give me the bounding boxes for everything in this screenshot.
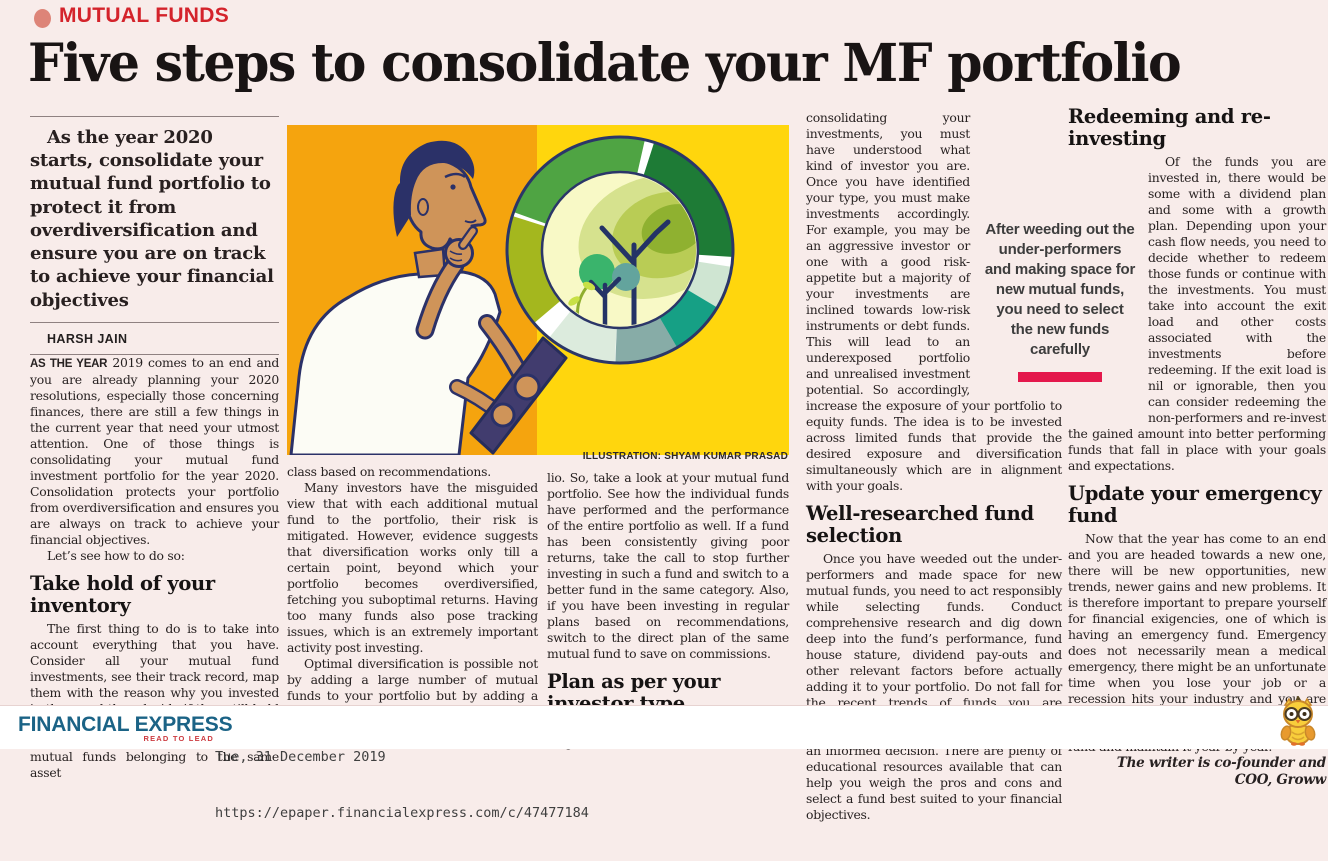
section-heading: Redeeming and re-investing bbox=[1068, 105, 1271, 151]
man-figure bbox=[289, 140, 534, 455]
paragraph: Once you have weeded out the under-perfo… bbox=[806, 550, 1062, 822]
pullquote: After weeding out the under-performers a… bbox=[984, 220, 1136, 382]
column-1: As the year 2020 starts, consolidate you… bbox=[30, 116, 279, 781]
footer-bar: FINANCIAL EXPRESS READ TO LEAD Tue, 31 D… bbox=[0, 696, 1328, 821]
pullquote-bar bbox=[1018, 371, 1102, 382]
section-heading: Well-researched fund selection bbox=[806, 502, 1034, 548]
column-5: Redeeming and re-investing Of the funds … bbox=[1068, 105, 1326, 790]
paragraph: lio. So, take a look at your mutual fund… bbox=[547, 470, 789, 661]
magnifier-lens bbox=[505, 135, 735, 365]
brand-name: FINANCIAL EXPRESS bbox=[18, 713, 233, 736]
paragraph-text: consolidating your investments, you must… bbox=[806, 110, 1062, 493]
pullquote-text: After weeding out the under-performers a… bbox=[984, 221, 1136, 358]
financial-express-logo: FINANCIAL EXPRESS READ TO LEAD bbox=[18, 713, 233, 743]
newspaper-page: { "kicker": { "label": "MUTUAL FUNDS", "… bbox=[0, 4, 1328, 822]
standfirst: As the year 2020 starts, consolidate you… bbox=[30, 127, 274, 311]
column-3: lio. So, take a look at your mutual fund… bbox=[547, 470, 789, 751]
paragraph-text: Of the funds you are invested in, there … bbox=[1068, 153, 1326, 473]
owl-mascot-icon[interactable] bbox=[1276, 696, 1320, 746]
section-heading: Take hold of your inventory bbox=[30, 571, 215, 618]
paragraph: class based on recommendations. bbox=[287, 464, 491, 479]
kicker-bullet-icon bbox=[34, 9, 51, 28]
writer-credit: The writer is co-founder and COO, Groww bbox=[1116, 754, 1326, 789]
divider bbox=[30, 116, 279, 117]
column-2: class based on recommendations. Many inv… bbox=[287, 464, 538, 736]
illustration-credit: ILLUSTRATION: SHYAM KUMAR PRASAD bbox=[582, 451, 788, 462]
paragraph: Let’s see how to do so: bbox=[47, 547, 185, 563]
byline: HARSH JAIN bbox=[47, 331, 128, 346]
clipping-date: Tue, 31 December 2019 bbox=[215, 748, 386, 765]
brand-tagline: READ TO LEAD bbox=[143, 734, 214, 743]
paragraph: consolidating your investments, you must… bbox=[806, 110, 1062, 494]
divider bbox=[30, 321, 279, 323]
lead-in-words: AS THE YEAR bbox=[30, 357, 108, 370]
paragraph: Many investors have the misguided view t… bbox=[287, 480, 538, 655]
divider bbox=[30, 353, 279, 355]
paragraph-text: 2019 comes to an end and you are already… bbox=[30, 354, 280, 547]
article-illustration bbox=[287, 125, 789, 455]
article-headline: Five steps to consolidate your MF portfo… bbox=[28, 33, 1182, 94]
section-heading: Update your emergency fund bbox=[1068, 481, 1322, 528]
kicker-label: MUTUAL FUNDS bbox=[59, 4, 230, 27]
paragraph: Of the funds you are invested in, there … bbox=[1068, 154, 1326, 474]
clipping-url: https://epaper.financialexpress.com/c/47… bbox=[215, 805, 589, 822]
paragraph: AS THE YEAR 2019 comes to an end and you… bbox=[30, 355, 279, 548]
clipping-meta: Tue, 31 December 2019 https://epaper.fin… bbox=[215, 710, 589, 861]
